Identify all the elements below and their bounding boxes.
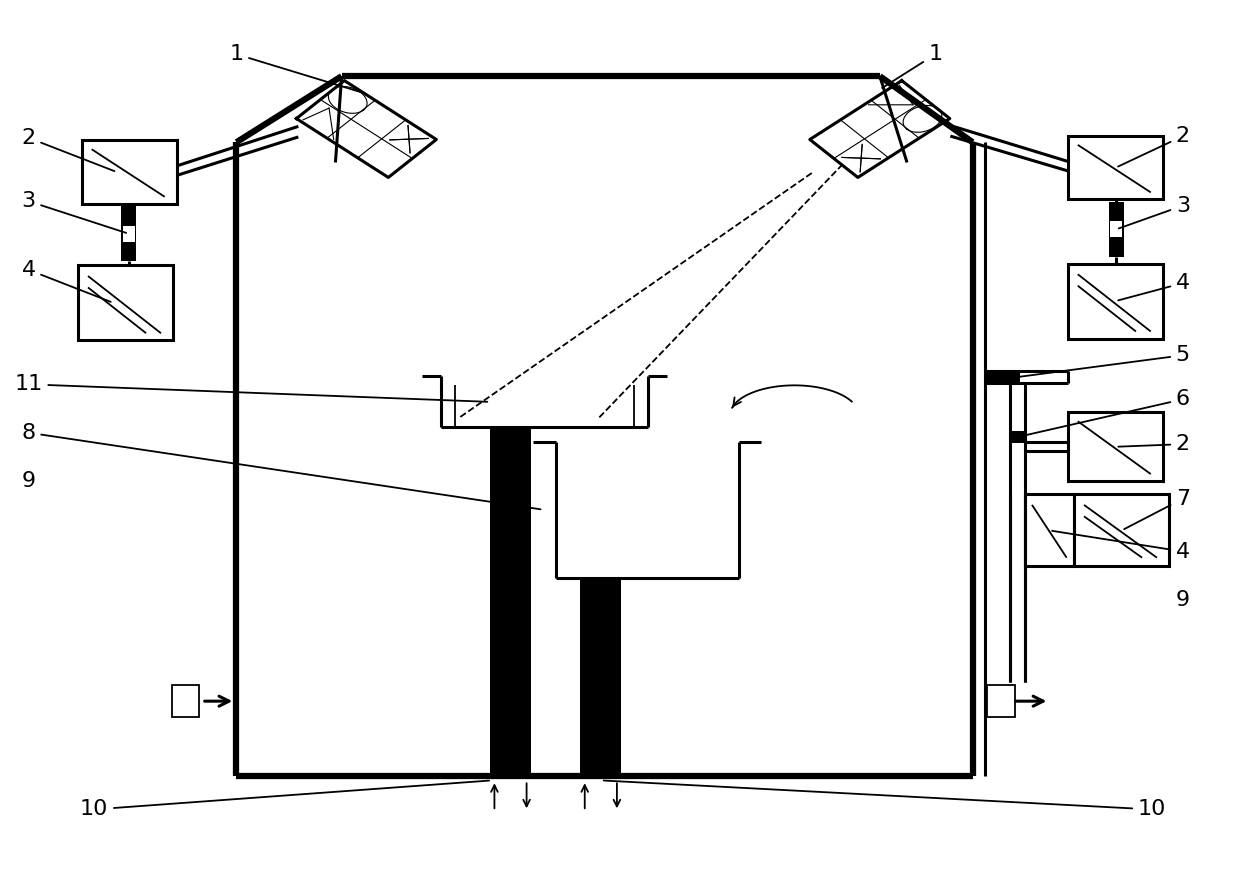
- Bar: [1068, 412, 1163, 481]
- Text: 4: 4: [1118, 273, 1190, 300]
- Bar: [78, 266, 174, 340]
- Bar: [82, 140, 177, 204]
- Text: 7: 7: [1125, 488, 1190, 529]
- Bar: [1109, 202, 1123, 257]
- Text: 9: 9: [21, 472, 36, 491]
- Text: 3: 3: [21, 192, 126, 233]
- Text: 6: 6: [1019, 389, 1190, 436]
- Text: 8: 8: [21, 423, 541, 509]
- Bar: [490, 427, 531, 776]
- Bar: [123, 226, 135, 242]
- Bar: [1068, 136, 1163, 200]
- Bar: [1024, 494, 1074, 567]
- Text: 9: 9: [1176, 590, 1190, 610]
- Bar: [985, 371, 1021, 382]
- Text: 2: 2: [21, 128, 114, 171]
- Text: 2: 2: [1118, 126, 1190, 167]
- Bar: [580, 578, 621, 776]
- Text: 10: 10: [604, 781, 1166, 819]
- Bar: [1110, 222, 1122, 238]
- Bar: [1074, 494, 1169, 567]
- Text: 4: 4: [1052, 531, 1190, 562]
- Text: 5: 5: [1019, 345, 1190, 377]
- Bar: [1009, 431, 1024, 443]
- Bar: [987, 685, 1014, 717]
- Text: 10: 10: [81, 781, 489, 819]
- Text: 2: 2: [1118, 434, 1190, 454]
- Text: 1: 1: [882, 44, 942, 88]
- Text: 1: 1: [229, 44, 363, 93]
- Text: 3: 3: [1118, 196, 1190, 229]
- Bar: [122, 207, 136, 261]
- Text: 11: 11: [15, 374, 487, 402]
- Text: 4: 4: [21, 260, 110, 302]
- Bar: [172, 685, 200, 717]
- Bar: [1068, 264, 1163, 338]
